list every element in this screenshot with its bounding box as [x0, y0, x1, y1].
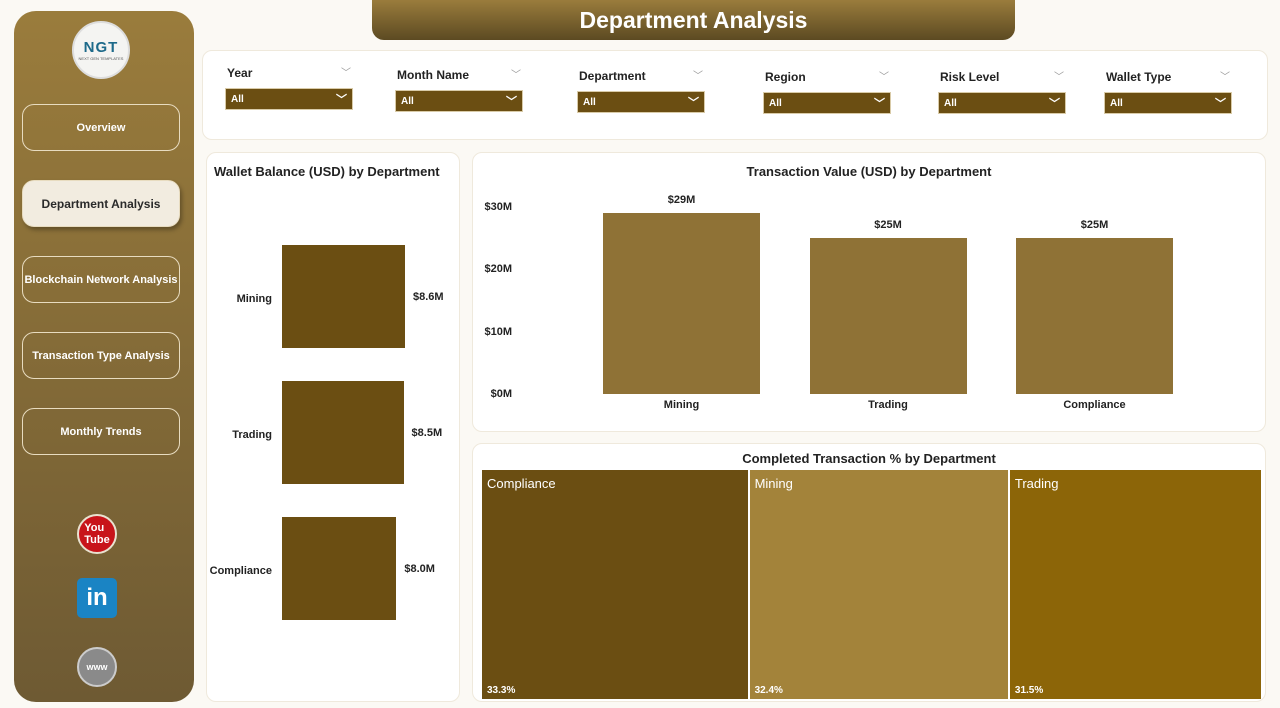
x-tick-label: Trading: [868, 399, 908, 411]
data-label: $25M: [874, 219, 902, 232]
nav-overview[interactable]: Overview: [22, 104, 180, 151]
tile-value: 31.5%: [1014, 685, 1044, 696]
category-label: Compliance: [209, 565, 272, 577]
tile-value: 32.4%: [754, 685, 783, 696]
dropdown-value: All: [401, 95, 414, 107]
chevron-down-icon[interactable]: ﹀: [341, 68, 351, 79]
sidebar: NGT NEXT GEN TEMPLATES Overview Departmen…: [14, 11, 194, 702]
year-dropdown[interactable]: All ﹀: [225, 88, 353, 110]
x-tick-label: Mining: [663, 399, 700, 411]
bar-mining: [282, 245, 405, 348]
tile-label: Compliance: [487, 476, 556, 491]
treemap-tile-trading[interactable]: Trading 31.5%: [1009, 470, 1261, 699]
data-label: $8.0M: [404, 563, 435, 575]
chevron-down-icon[interactable]: ﹀: [1054, 72, 1064, 83]
chevron-down-icon[interactable]: ﹀: [511, 70, 521, 81]
department-filter-label: Department: [579, 69, 646, 83]
year-filter-label: Year: [227, 66, 253, 80]
chevron-down-icon: ﹀: [506, 96, 517, 108]
data-label: $29M: [667, 194, 696, 207]
x-tick-label: Compliance: [1063, 399, 1126, 411]
logo-text: NGT: [83, 39, 119, 56]
chevron-down-icon[interactable]: ﹀: [693, 71, 703, 82]
chevron-down-icon[interactable]: ﹀: [879, 72, 889, 83]
nav-transaction-type-analysis[interactable]: Transaction Type Analysis: [22, 332, 180, 379]
wallet-balance-title: Wallet Balance (USD) by Department: [214, 164, 440, 179]
transaction-value-title: Transaction Value (USD) by Department: [746, 164, 992, 179]
bar-trading: [809, 238, 967, 394]
treemap-tile-mining[interactable]: Mining 32.4%: [749, 470, 1008, 699]
www-icon[interactable]: www: [77, 647, 117, 687]
bar-compliance: [282, 517, 397, 620]
y-tick-label: $0M: [490, 388, 512, 400]
chevron-down-icon[interactable]: ﹀: [1220, 72, 1230, 83]
filter-panel: [202, 50, 1268, 140]
nav-monthly-trends[interactable]: Monthly Trends: [22, 408, 180, 455]
risk-level-filter-label: Risk Level: [940, 70, 1000, 84]
dropdown-value: All: [583, 96, 596, 108]
dropdown-value: All: [769, 97, 782, 109]
nav-blockchain-network-analysis[interactable]: Blockchain Network Analysis: [22, 256, 180, 303]
bar-compliance: [1016, 238, 1173, 394]
chevron-down-icon: ﹀: [1049, 98, 1060, 110]
region-dropdown[interactable]: All ﹀: [763, 92, 891, 114]
logo-subtext: NEXT GEN TEMPLATES: [78, 56, 124, 61]
y-tick-label: $30M: [484, 201, 512, 214]
chevron-down-icon: ﹀: [688, 97, 699, 109]
dropdown-value: All: [231, 93, 244, 105]
chevron-down-icon: ﹀: [336, 94, 347, 106]
dropdown-value: All: [944, 97, 957, 109]
y-tick-label: $20M: [484, 263, 512, 276]
youtube-icon[interactable]: You Tube: [77, 514, 117, 554]
month-name-dropdown[interactable]: All ﹀: [395, 90, 523, 112]
department-dropdown[interactable]: All ﹀: [577, 91, 705, 113]
data-label: $8.5M: [411, 427, 443, 439]
linkedin-icon[interactable]: in: [77, 578, 117, 618]
tile-value: 33.3%: [487, 685, 516, 696]
page-title: Department Analysis: [372, 0, 1015, 40]
bar-mining: [603, 213, 760, 394]
region-filter-label: Region: [765, 70, 806, 84]
treemap-tile-compliance[interactable]: Compliance 33.3%: [482, 470, 748, 699]
bar-trading: [282, 381, 404, 484]
logo: NGT NEXT GEN TEMPLATES: [72, 21, 130, 79]
dropdown-value: All: [1110, 97, 1123, 109]
month-name-filter-label: Month Name: [397, 68, 469, 82]
y-tick-label: $10M: [484, 325, 512, 338]
data-label: $8.6M: [412, 291, 444, 303]
chevron-down-icon: ﹀: [1215, 98, 1226, 110]
wallet-type-dropdown[interactable]: All ﹀: [1104, 92, 1232, 114]
tile-label: Trading: [1014, 476, 1059, 491]
category-label: Trading: [232, 429, 272, 441]
nav-department-analysis[interactable]: Department Analysis: [22, 180, 180, 227]
risk-level-dropdown[interactable]: All ﹀: [938, 92, 1066, 114]
tile-label: Mining: [754, 476, 793, 491]
chevron-down-icon: ﹀: [874, 98, 885, 110]
data-label: $25M: [1080, 219, 1109, 232]
wallet-type-filter-label: Wallet Type: [1106, 70, 1172, 84]
category-label: Mining: [236, 293, 272, 305]
completed-transaction-title: Completed Transaction % by Department: [742, 451, 996, 466]
